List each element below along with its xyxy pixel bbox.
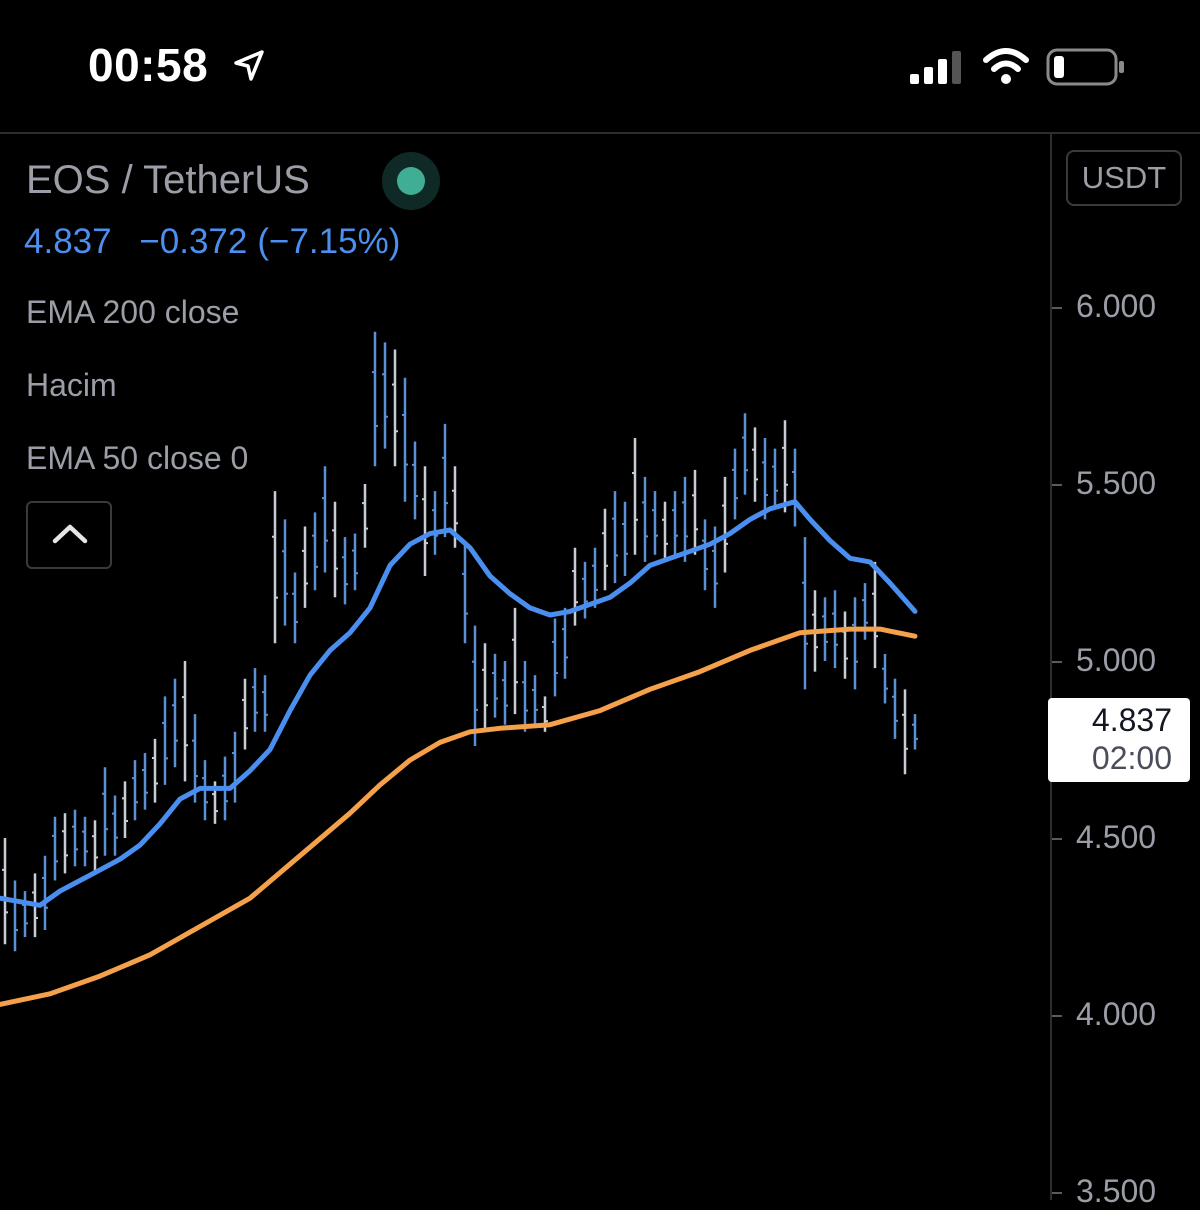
status-bar: 00:58 [0, 0, 1200, 132]
location-arrow-icon [234, 50, 264, 81]
indicator-ema-50[interactable]: EMA 50 close 0 [26, 440, 249, 476]
price-summary: 4.837 −0.372 (−7.15%) [24, 222, 418, 262]
price-tick-mark [1052, 838, 1062, 840]
price-change-percent: (−7.15%) [257, 222, 401, 261]
symbol-title[interactable]: EOS / TetherUS [26, 158, 310, 202]
currency-button[interactable]: USDT [1066, 150, 1182, 206]
battery-icon [1046, 48, 1124, 86]
indicator-ema-200[interactable]: EMA 200 close [26, 294, 240, 330]
ema-50-line [0, 499, 918, 908]
last-price: 4.837 [24, 222, 112, 261]
market-open-dot-icon [397, 167, 425, 195]
price-tick-mark [1052, 307, 1062, 309]
price-tick-label: 4.000 [1076, 996, 1157, 1032]
collapse-legend-button[interactable] [26, 501, 112, 569]
indicator-volume[interactable]: Hacim [26, 367, 117, 403]
header-divider [0, 132, 1200, 134]
ema-200-line [0, 626, 918, 1007]
price-tick-mark [1052, 1192, 1062, 1194]
wifi-icon [983, 48, 1029, 84]
price-tick-label: 5.500 [1076, 465, 1157, 501]
price-tick-label: 6.000 [1076, 288, 1157, 324]
price-tick-label: 4.500 [1076, 819, 1157, 855]
chevron-up-icon [52, 524, 88, 544]
price-chart[interactable] [0, 134, 1050, 1200]
price-tick-label: 5.000 [1076, 642, 1157, 678]
last-price-marker: 4.837 02:00 [1048, 698, 1190, 782]
price-tick-mark [1052, 1015, 1062, 1017]
price-tick-label: 3.500 [1076, 1173, 1157, 1209]
status-time: 00:58 [88, 39, 209, 91]
price-tick-mark [1052, 661, 1062, 663]
price-axis-divider [1050, 132, 1052, 1200]
last-price-marker-value: 4.837 [1091, 702, 1172, 738]
price-tick-mark [1052, 484, 1062, 486]
cellular-signal-icon [910, 51, 961, 84]
price-change: −0.372 [139, 222, 248, 261]
price-bars [2, 331, 918, 952]
bar-countdown: 02:00 [1091, 740, 1172, 776]
